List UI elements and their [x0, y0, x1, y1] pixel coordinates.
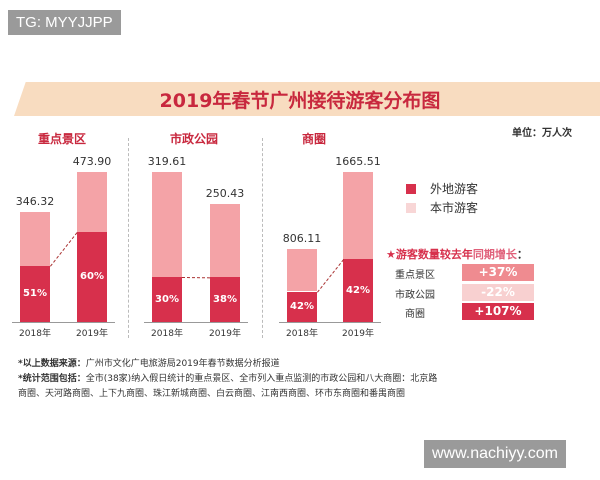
legend-label: 本市游客 [430, 201, 479, 215]
title-banner [14, 82, 600, 116]
panel-title-commercial: 商圈 [302, 132, 327, 146]
bar-local [152, 172, 182, 277]
panel-divider [262, 138, 263, 338]
pct-label: 42% [290, 300, 314, 312]
x-tick-label: 2018年 [151, 329, 183, 339]
pct-label: 38% [213, 293, 237, 305]
watermark-top: TG: MYYJJPP [8, 10, 121, 35]
note-source: *以上数据来源：广州市文化广电旅游局2019年春节数据分析报道 [18, 356, 280, 369]
total-label: 1665.51 [335, 155, 381, 168]
legend-label: 外地游客 [430, 182, 479, 196]
x-tick-label: 2019年 [209, 329, 241, 339]
bar-nonlocal [152, 277, 182, 322]
unit-label: 单位：万人次 [512, 128, 572, 139]
note-text: 商圈、天河路商圈、上下九商圈、珠江新城商圈、白云商圈、江南西商圈、环市东商圈和番… [18, 389, 406, 399]
bar-nonlocal [210, 277, 240, 322]
pct-label: 30% [155, 293, 179, 305]
legend-swatch [406, 203, 416, 213]
bar-local [20, 212, 50, 267]
legend-swatch [406, 184, 416, 194]
note-scope: *统计范围包括：全市(38家)纳入假日统计的重点景区、全市列入重点监测的市政公园… [18, 371, 437, 384]
total-label: 346.32 [15, 195, 55, 209]
chart-title: 2019年春节广州接待游客分布图 [159, 90, 441, 112]
note-text: 全市(38家)纳入假日统计的重点景区、全市列入重点监测的市政公园和八大商圈：北京… [85, 374, 438, 384]
pct-label: 42% [346, 284, 370, 296]
trend-dash [181, 277, 210, 279]
bar-nonlocal [77, 232, 107, 322]
growth-value: +37% [462, 264, 534, 281]
bar-nonlocal [287, 291, 317, 322]
trend-dash [317, 258, 344, 293]
pct-label: 60% [80, 271, 104, 282]
x-axis [144, 322, 248, 323]
growth-value: -22% [462, 284, 534, 301]
bar-nonlocal [20, 266, 50, 322]
x-axis [279, 322, 381, 323]
growth-label: 重点景区 [395, 270, 435, 281]
growth-title-highlight: 同期增长 [472, 248, 517, 261]
x-axis [12, 322, 115, 323]
legend-item-nonlocal: 外地游客 [406, 180, 478, 197]
panel-divider [128, 138, 129, 338]
total-label: 806.11 [282, 232, 322, 246]
growth-title: ★游客数量较去年同期增长： [386, 246, 528, 262]
note-text: 广州市文化广电旅游局2019年春节数据分析报道 [85, 359, 280, 369]
watermark-bottom: www.nachiyy.com [424, 440, 566, 468]
bar-local [343, 172, 373, 259]
panel-title-scenic: 重点景区 [38, 132, 87, 146]
growth-title-prefix: ★游客数量较去年 [386, 248, 473, 261]
note-label: *统计范围包括： [18, 374, 86, 384]
note-scope-cont: 商圈、天河路商圈、上下九商圈、珠江新城商圈、白云商圈、江南西商圈、环市东商圈和番… [18, 386, 405, 399]
total-label: 250.43 [205, 187, 245, 201]
x-tick-label: 2018年 [19, 329, 51, 339]
growth-label: 市政公园 [395, 290, 435, 301]
bar-nonlocal [343, 259, 373, 322]
bar-local [210, 204, 240, 278]
note-label: *以上数据来源： [18, 359, 86, 369]
growth-value: +107% [462, 303, 534, 320]
panel-title-parks: 市政公园 [170, 132, 219, 146]
x-tick-label: 2018年 [286, 329, 318, 339]
legend-item-local: 本市游客 [406, 199, 478, 216]
growth-title-suffix: ： [516, 248, 528, 261]
total-label: 319.61 [147, 155, 187, 168]
trend-dash [50, 232, 78, 267]
bar-local [77, 172, 107, 232]
bar-local [287, 249, 317, 292]
x-tick-label: 2019年 [342, 329, 374, 339]
x-tick-label: 2019年 [76, 329, 108, 339]
growth-label: 商圈 [405, 309, 425, 320]
pct-label: 51% [23, 288, 47, 300]
total-label: 473.90 [72, 155, 112, 168]
